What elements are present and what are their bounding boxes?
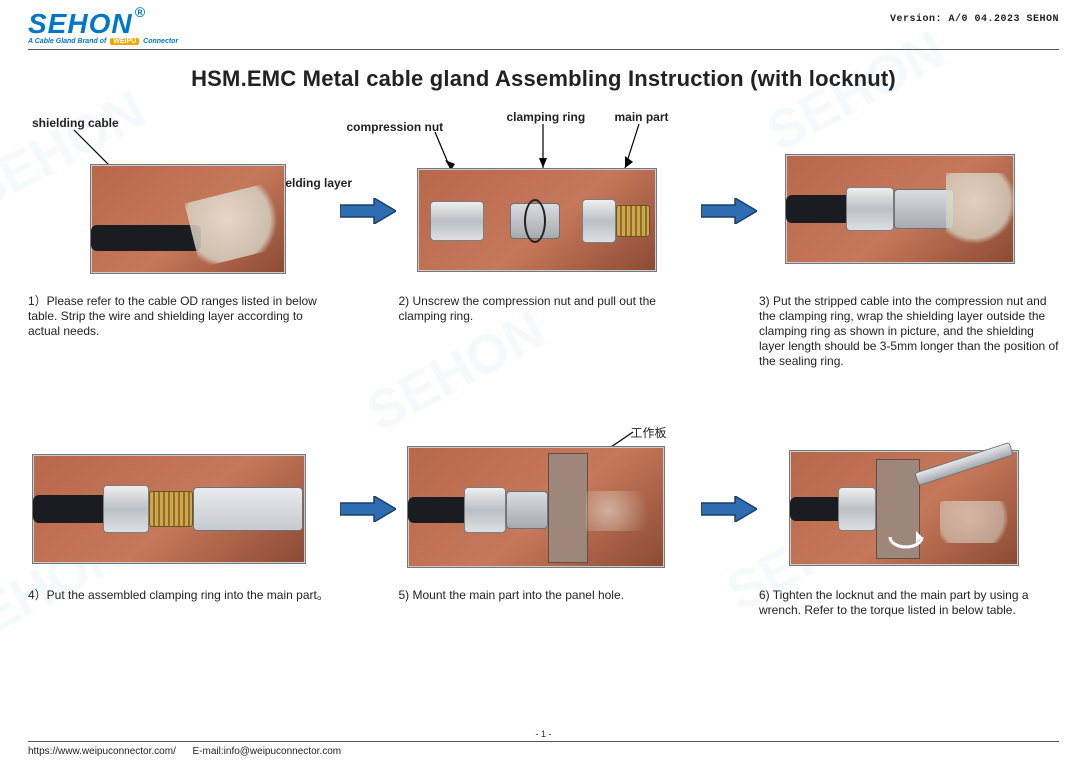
rotate-icon [886, 523, 926, 551]
flow-arrow-icon [701, 496, 757, 522]
step4-caption: 4）Put the assembled clamping ring into t… [28, 588, 338, 603]
footer-divider [28, 741, 1059, 742]
step-2: compression nut clamping ring main part … [399, 134, 699, 324]
footer-email-label: E-mail: [193, 746, 224, 757]
flow-arrow-icon [340, 496, 396, 522]
header-divider [28, 49, 1059, 50]
footer-url: https://www.weipuconnector.com/ [28, 746, 176, 757]
label-compression-nut: compression nut [347, 120, 444, 134]
step1-photo [90, 164, 286, 274]
content: shielding cable shielding layer [28, 110, 1059, 710]
flow-arrow-icon [701, 198, 757, 224]
tagline-suffix: Connector [143, 38, 178, 45]
step6-photo [789, 450, 1019, 566]
step-3: 3) Put the stripped cable into the compr… [759, 134, 1059, 369]
step5-photo [407, 446, 665, 568]
label-clamping-ring: clamping ring [507, 110, 586, 124]
footer-email: info@weipuconnector.com [224, 746, 341, 757]
brand-reg: ® [135, 4, 146, 20]
brand-tagline: A Cable Gland Brand of WEIPU Connector [28, 38, 1059, 45]
step-6: 6) Tighten the locknut and the main part… [759, 438, 1059, 618]
page-title: HSM.EMC Metal cable gland Assembling Ins… [28, 66, 1059, 92]
step4-photo [32, 454, 306, 564]
step5-caption: 5) Mount the main part into the panel ho… [399, 588, 699, 603]
step-1: shielding cable shielding layer [28, 134, 338, 339]
footer-links: https://www.weipuconnector.com/ E-mail:i… [28, 746, 1059, 757]
step2-photo [417, 168, 657, 272]
brand-logo: SEHON® [28, 8, 144, 40]
version-text: Version: A/0 04.2023 SEHON [890, 14, 1059, 25]
brand-text: SEHON [28, 8, 133, 39]
step-5: 工作板 5) Mount the main part into the pane… [399, 438, 699, 603]
tagline-weipu: WEIPU [110, 38, 139, 45]
page: SEHON SEHON SEHON SEHON SEHON SEHON® A C… [0, 0, 1087, 767]
step6-caption: 6) Tighten the locknut and the main part… [759, 588, 1059, 618]
page-number: - 1 - [28, 729, 1059, 739]
step1-caption: 1）Please refer to the cable OD ranges li… [28, 294, 338, 339]
label-main-part: main part [615, 110, 669, 124]
tagline-prefix: A Cable Gland Brand of [28, 38, 106, 45]
step3-photo [785, 154, 1015, 264]
step-4: 4）Put the assembled clamping ring into t… [28, 438, 338, 603]
footer: - 1 - https://www.weipuconnector.com/ E-… [28, 729, 1059, 757]
step2-caption: 2) Unscrew the compression nut and pull … [399, 294, 699, 324]
row-1: shielding cable shielding layer [28, 134, 1059, 369]
step3-caption: 3) Put the stripped cable into the compr… [759, 294, 1059, 369]
label-shielding-cable: shielding cable [32, 116, 119, 130]
header: SEHON® A Cable Gland Brand of WEIPU Conn… [28, 8, 1059, 56]
row-2: 4）Put the assembled clamping ring into t… [28, 438, 1059, 618]
flow-arrow-icon [340, 198, 396, 224]
